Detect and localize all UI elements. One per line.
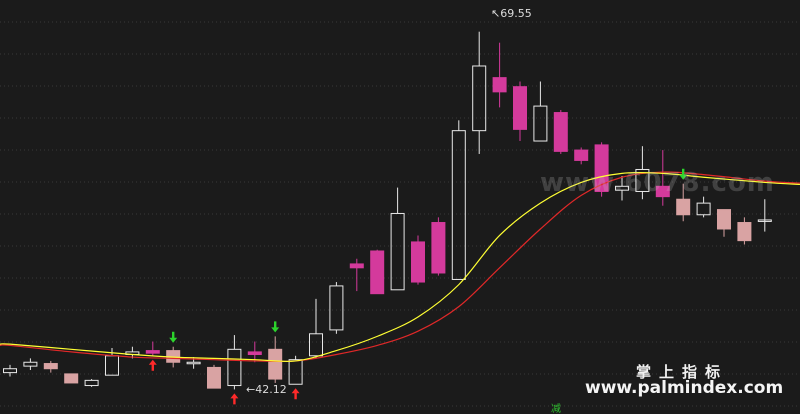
candle-body [737,222,752,242]
candle-body [594,144,609,192]
candle-body [492,77,507,93]
ma-short-line [0,171,800,363]
candle-body [574,149,589,161]
candle-body [472,65,487,132]
candle-body [717,209,731,230]
buy-arrow-icon [148,359,157,371]
candle-body [268,348,283,380]
brand-url: www.palmindex.com [585,378,784,398]
candle-body [676,198,691,216]
candle-body [635,168,650,192]
candle-body [757,219,772,222]
candle-body [655,185,670,198]
sell-arrow-icon [271,321,280,333]
candle-body [615,185,629,191]
candle-body [451,130,466,280]
candle-body [533,105,548,142]
candle-body [23,361,38,367]
sell-arrow-icon [679,168,688,180]
watermark-text: www.6078.com [540,168,775,198]
candle-body [84,379,99,387]
sell-arrow-icon [169,331,178,343]
candle-body [227,348,242,387]
candle-body [64,373,79,384]
candle-body [309,333,323,357]
candle-body [390,212,405,291]
candle-body [3,368,17,374]
candle-body [411,241,425,283]
candle-body [186,361,201,365]
candle-body [553,112,568,152]
candle-body [370,250,385,295]
candle-body [145,350,160,354]
brand-name: 掌上指标 [636,363,729,381]
candle-body [207,366,221,389]
trough-price-label: ←42.12 [246,383,287,396]
corner-mark: 减 [551,404,561,414]
candle-body [288,359,303,385]
candle-body [247,351,262,355]
buy-arrow-icon [291,388,300,400]
candle-body [349,263,364,269]
candle-body [513,86,527,130]
candle-body [329,285,344,331]
buy-arrow-icon [230,393,239,405]
ma-long-line [0,171,800,363]
candle-body [105,355,119,376]
candle-body [431,222,446,274]
candle-body [43,363,58,370]
peak-price-label: ↖69.55 [491,7,532,20]
candle-body [696,202,711,216]
